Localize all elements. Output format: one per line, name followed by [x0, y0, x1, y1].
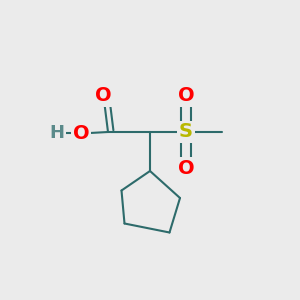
Text: H: H: [50, 124, 64, 142]
Text: S: S: [179, 122, 193, 142]
Text: O: O: [95, 86, 112, 106]
Text: O: O: [73, 124, 89, 143]
Text: O: O: [178, 86, 194, 106]
Text: O: O: [178, 158, 194, 178]
